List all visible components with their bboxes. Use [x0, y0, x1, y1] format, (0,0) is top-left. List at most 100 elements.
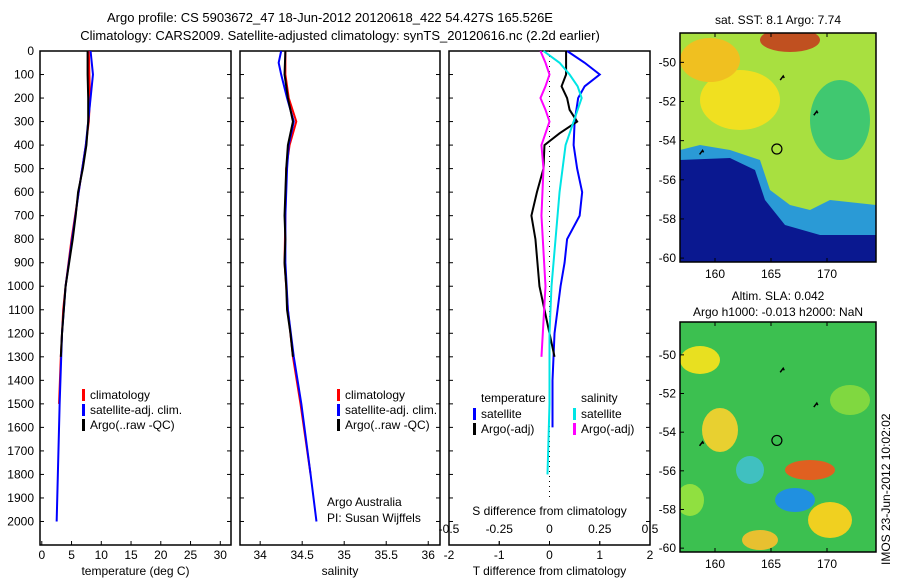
sst-map-title: sat. SST: 8.1 Argo: 7.74 [715, 13, 841, 27]
sst-warm-patch [680, 38, 740, 82]
sst-green-patch [810, 80, 870, 160]
legend-swatch [82, 389, 85, 401]
legend-label: Argo(-adj) [581, 422, 634, 436]
y-tick-label: 1600 [7, 420, 34, 434]
x-tick-label: 35 [338, 548, 352, 562]
series-line-t-satellite [551, 50, 602, 428]
x-tick-label: 36 [422, 548, 436, 562]
map-2: 160 165 170 -50 -52 -54 -56 -58 -60 [659, 321, 877, 571]
other-float-track [813, 401, 819, 408]
other-float-track [698, 148, 705, 155]
legend-swatch [337, 404, 340, 416]
y-tick-label: 1200 [7, 326, 34, 340]
sla-anomaly-patch [775, 488, 815, 512]
x2-tick-label: -0.25 [486, 522, 514, 536]
x-tick-label: 35.5 [375, 548, 399, 562]
map-frame [679, 32, 877, 263]
legend-label: climatology [345, 388, 405, 402]
sst-warm-patch [700, 70, 780, 130]
series-line-argo-raw-qc- [59, 51, 90, 357]
lon-tick-label: 160 [705, 267, 725, 281]
x-tick-label: 10 [95, 548, 109, 562]
map-field [680, 33, 876, 262]
x-axis-label: T difference from climatology [473, 564, 627, 578]
lat-tick-label: -52 [659, 95, 677, 109]
x2-tick-label: 0.25 [588, 522, 612, 536]
series-line-t-argo-adj- [530, 51, 579, 358]
maps: 160 165 170 -50 -52 -54 -56 -58 -60 160 165 170 -50 -… [659, 13, 877, 571]
x-tick-label: 34 [253, 548, 267, 562]
sla-anomaly-patch [702, 408, 738, 452]
series-line-s-satellite [542, 50, 583, 475]
other-float-track [698, 440, 705, 447]
lat-tick-label: -56 [659, 464, 677, 478]
imos-stamp: IMOS 23-Jun-2012 10:02:02 [879, 413, 893, 565]
x2-axis-label: S difference from climatology [472, 504, 627, 518]
series-line-satellite-adj-clim- [277, 50, 318, 522]
y-tick-label: 1400 [7, 373, 34, 387]
legend-swatch [473, 408, 476, 420]
x2-tick-label: -0.5 [439, 522, 460, 536]
y-tick-label: 500 [14, 162, 34, 176]
y-tick-label: 1800 [7, 467, 34, 481]
series-line-s-argo-adj- [539, 50, 551, 357]
plot-frame [239, 50, 441, 546]
x-tick-label: 2 [647, 548, 654, 562]
legend-label: satellite-adj. clim. [345, 403, 437, 417]
x-axis-label: temperature (deg C) [81, 564, 189, 578]
legend-swatch [573, 423, 576, 435]
legend-label: satellite [581, 407, 622, 421]
x-tick-label: 25 [184, 548, 198, 562]
plot-frame [448, 50, 651, 546]
panel-2: 34 34.5 35 35.5 36 salinity climatologysatelli… [239, 50, 441, 578]
lat-tick-label: -52 [659, 387, 677, 401]
panel-3: -2 -1 0 1 2 T difference from climatology -0.5… [439, 50, 659, 578]
lat-tick-label: -58 [659, 502, 677, 516]
lat-tick-label: -58 [659, 212, 677, 226]
float-position-marker [771, 143, 783, 155]
lon-tick-label: 165 [761, 557, 781, 571]
legend-label: Argo(-adj) [481, 422, 534, 436]
legend-swatch [473, 423, 476, 435]
y-tick-label: 0 [27, 44, 34, 58]
y-tick-label: 700 [14, 209, 34, 223]
lat-tick-label: -56 [659, 173, 677, 187]
lat-tick-label: -50 [659, 348, 677, 362]
series-line-argo-raw-qc- [283, 50, 294, 357]
x2-tick-label: 0 [546, 522, 553, 536]
y-tick-label: 1500 [7, 397, 34, 411]
sla-anomaly-patch [736, 456, 764, 484]
sla-anomaly-patch [680, 346, 720, 374]
credit-line2: PI: Susan Wijffels [327, 511, 421, 525]
sla-map-title-line1: Altim. SLA: 0.042 [732, 289, 825, 303]
lon-tick-label: 170 [817, 557, 837, 571]
x-tick-label: 0 [38, 548, 45, 562]
profile-panels: 0100200300400500600700800900100011001200… [7, 44, 658, 578]
y-tick-label: 1100 [8, 303, 34, 317]
y-tick-label: 200 [14, 91, 34, 105]
series-line-climatology [283, 51, 312, 475]
lon-tick-label: 160 [705, 557, 725, 571]
sst-cold-region [680, 158, 876, 262]
legend-swatch [82, 419, 85, 431]
x-tick-label: 34.5 [291, 548, 315, 562]
sla-map-title-line2: Argo h1000: -0.013 h2000: NaN [693, 305, 863, 319]
lat-tick-label: -54 [659, 425, 677, 439]
y-tick-label: 1700 [7, 444, 34, 458]
credit-line1: Argo Australia [327, 495, 402, 509]
x-tick-label: 15 [124, 548, 138, 562]
y-tick-label: 900 [14, 256, 34, 270]
legend-label: Argo(..raw -QC) [90, 418, 175, 432]
lat-tick-label: -60 [659, 251, 677, 265]
x-tick-label: 30 [214, 548, 228, 562]
title-line2: Climatology: CARS2009. Satellite-adjuste… [80, 28, 600, 43]
x-tick-label: 5 [68, 548, 75, 562]
sla-anomaly-patch [830, 385, 870, 415]
other-float-track [813, 109, 819, 116]
sla-anomaly-patch [785, 460, 835, 480]
legend-label: Argo(..raw -QC) [345, 418, 430, 432]
y-tick-label: 2000 [7, 514, 34, 528]
x2-tick-label: 0.5 [642, 522, 659, 536]
lon-tick-label: 170 [817, 267, 837, 281]
